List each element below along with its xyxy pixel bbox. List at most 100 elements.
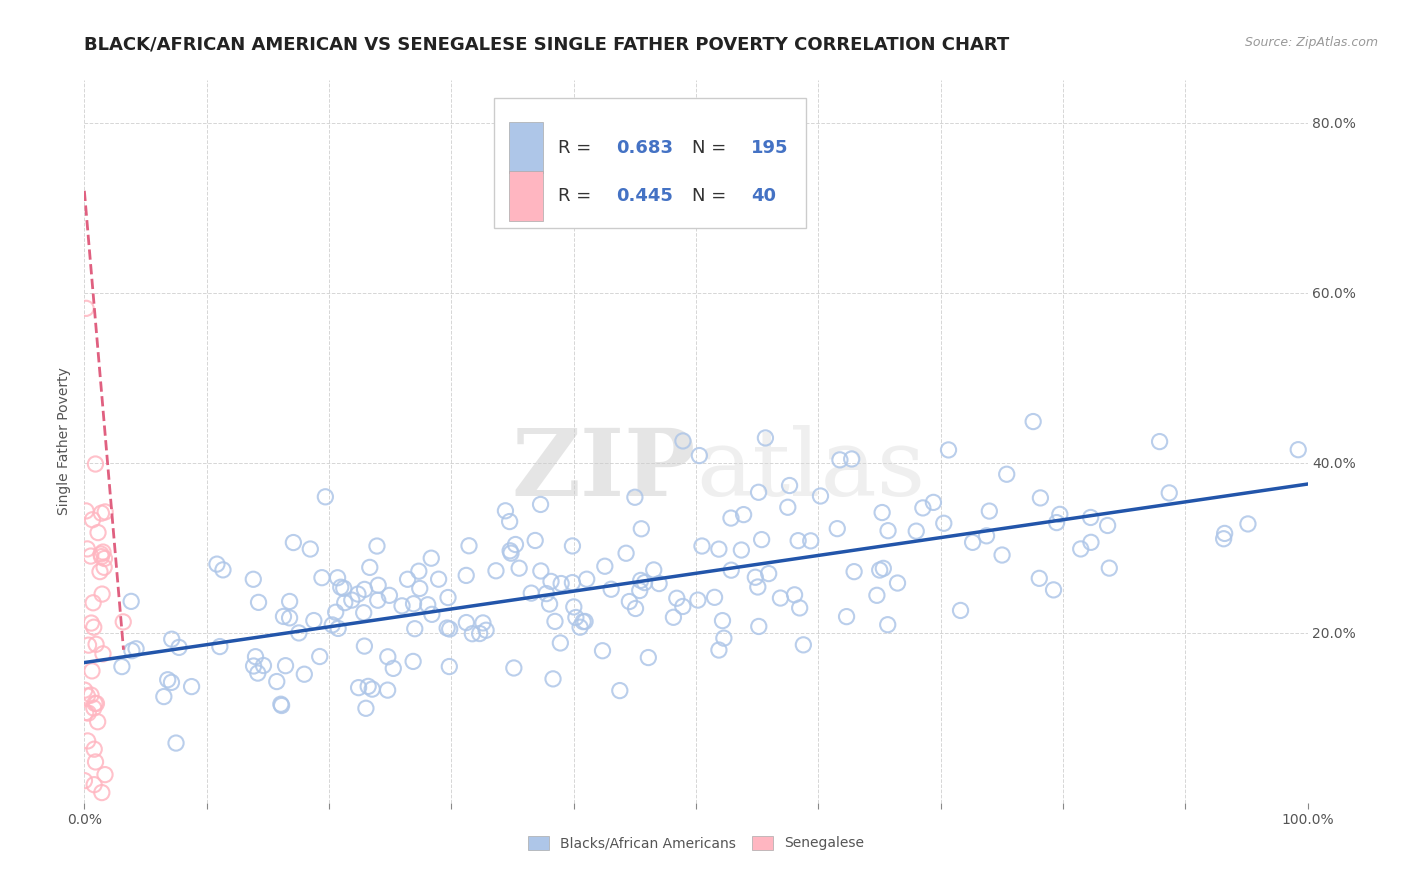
Point [165,736,187,750]
Point [326,622,349,636]
Point [357,679,380,693]
Point [720,563,742,577]
Point [153,690,176,704]
Point [208,640,231,654]
Point [938,442,960,457]
Point [377,649,399,664]
Point [311,571,333,585]
Point [439,659,461,673]
Point [703,591,725,605]
Point [905,524,928,538]
Point [278,594,301,608]
Point [592,644,614,658]
Point [475,624,498,638]
Point [614,546,637,560]
Point [544,615,567,629]
Point [340,593,363,607]
Point [707,643,730,657]
Point [180,680,202,694]
Point [624,601,647,615]
Point [569,620,592,634]
Point [73,773,96,788]
Point [82,596,104,610]
Point [89,565,111,579]
Point [121,643,143,657]
Point [247,595,270,609]
Point [90,549,112,564]
Point [1213,526,1236,541]
Point [437,591,460,605]
Point [408,564,430,578]
Point [76,734,98,748]
Point [1080,510,1102,524]
Point [252,658,274,673]
Point [270,698,292,713]
Point [321,618,343,632]
Text: Source: ZipAtlas.com: Source: ZipAtlas.com [1244,36,1378,49]
Point [347,681,370,695]
Point [877,524,900,538]
Point [976,529,998,543]
Text: atlas: atlas [696,425,925,516]
Point [302,614,325,628]
Point [541,672,564,686]
Point [402,597,425,611]
Point [91,587,114,601]
Point [366,539,388,553]
Point [810,489,832,503]
Point [529,498,551,512]
Point [77,638,100,652]
Point [600,582,623,597]
Point [713,631,735,645]
Point [111,659,134,673]
Point [288,626,311,640]
Point [1159,486,1181,500]
Point [922,495,945,509]
Point [329,580,352,594]
Point [91,647,114,661]
Point [77,706,100,720]
Point [80,688,103,702]
Point [1149,434,1171,449]
Point [93,551,115,566]
Point [572,615,595,629]
Point [353,582,375,597]
Point [690,539,713,553]
Point [359,560,381,574]
Point [869,563,891,577]
Point [995,467,1018,482]
Point [84,637,107,651]
Point [84,457,107,471]
Point [461,626,484,640]
Text: R =: R = [558,187,596,205]
Point [619,594,641,608]
Text: 0.445: 0.445 [616,187,673,205]
Point [160,632,183,647]
Point [872,561,894,575]
Point [245,649,267,664]
Point [748,619,770,633]
Point [747,580,769,594]
Point [949,603,972,617]
Point [283,535,305,549]
Point [783,588,806,602]
Point [83,620,105,634]
Point [83,701,105,715]
Point [416,598,439,612]
Point [90,547,112,561]
Point [870,506,893,520]
Point [456,615,478,630]
Point [1070,541,1092,556]
Point [730,543,752,558]
Point [292,667,315,681]
Point [1212,532,1234,546]
Point [754,431,776,445]
Point [593,559,616,574]
Point [540,574,562,589]
Point [648,576,671,591]
Point [561,539,583,553]
Point [361,682,384,697]
Point [274,658,297,673]
Point [630,574,652,588]
Point [420,607,443,622]
